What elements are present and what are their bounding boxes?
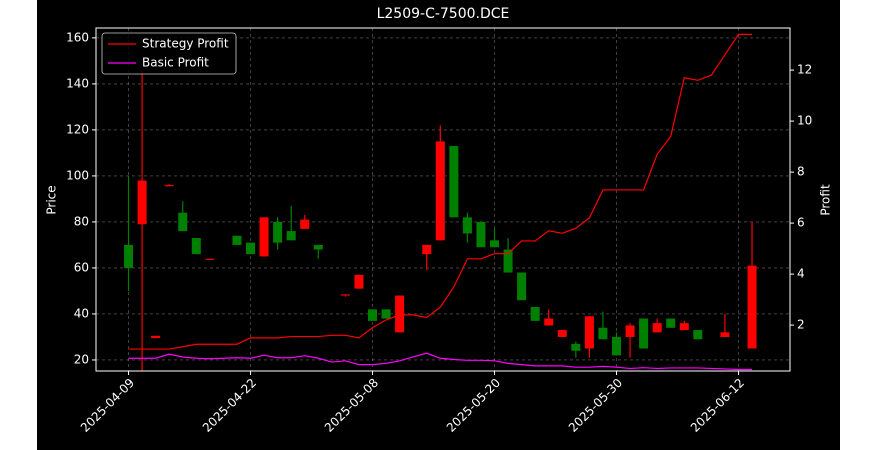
candle-body [259,217,269,257]
candle-body [313,244,323,250]
candle-body [666,318,676,328]
y2-tick-label: 12 [797,63,812,77]
candle-body [747,265,757,349]
legend-box [101,32,237,75]
candle-body [639,318,649,349]
legend-label: Strategy Profit [142,37,229,51]
candle-body [571,343,581,351]
y2-tick-label: 2 [797,318,805,332]
profit-line [128,352,753,371]
candle-body [584,316,594,349]
candle-body [151,335,161,339]
y-axis-label: Price [45,185,59,214]
candle-body [354,274,364,289]
candle-body [368,309,378,321]
y-tick-label: 40 [74,306,89,320]
candle-body [191,238,201,255]
candle-body [693,330,703,340]
candle-body [503,249,513,273]
axes-frame [95,27,791,372]
y2-tick-label: 10 [797,114,812,128]
candle-body [273,221,283,243]
candle-body [246,242,256,255]
profit-line [128,33,753,350]
candle-body [476,221,486,248]
candle-body [381,309,391,319]
candle-body [462,217,472,234]
candle-body [544,318,554,326]
candle-body [205,258,215,260]
y2-tick-label: 6 [797,216,805,230]
candle-body [612,336,621,356]
candle-body [557,330,567,337]
y2-axis-label: Profit [819,184,833,216]
y-tick-label: 60 [74,260,89,274]
y-tick-label: 20 [74,352,89,366]
candle-body [300,219,310,229]
candle-body [435,141,445,241]
candle-body [652,323,662,333]
candle-body [449,146,459,218]
candle-body [124,244,134,268]
candle-body [178,212,188,232]
y-tick-label: 160 [66,30,89,44]
candle-body [598,327,608,340]
candle-body [679,323,689,331]
candle-body [422,244,432,255]
candle-body [530,307,540,321]
candle-body [625,325,635,337]
legend-label: Basic Profit [142,56,209,70]
chart-title: L2509-C-7500.DCE [377,6,510,22]
candle-body [517,272,527,301]
candle-body [490,240,500,248]
candle-body [137,180,147,225]
y-tick-label: 120 [66,122,89,136]
y-tick-label: 80 [74,214,89,228]
y-tick-label: 100 [66,168,89,182]
y-tick-label: 140 [66,76,89,90]
candle-body [720,332,730,337]
y2-tick-label: 8 [797,165,805,179]
y2-tick-label: 4 [797,267,805,281]
candle-body [340,294,350,296]
candle-body [395,295,405,333]
candle-body [286,231,296,241]
candle-body [232,235,242,245]
candle-body [164,185,174,187]
